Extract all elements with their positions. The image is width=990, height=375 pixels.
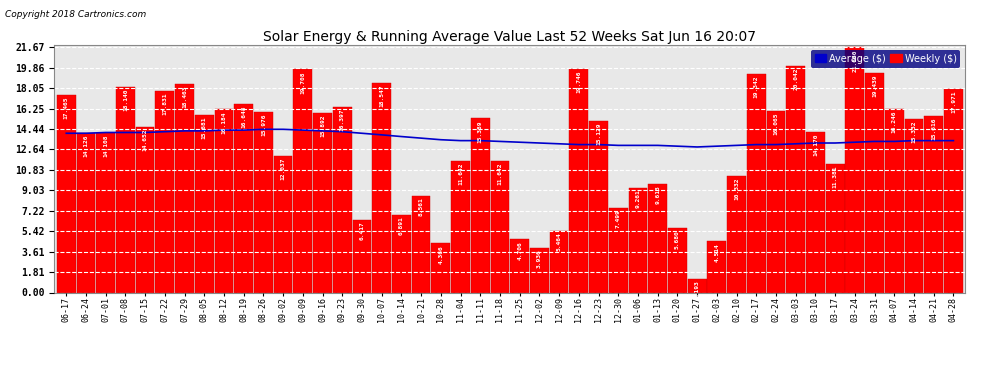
Text: 15.332: 15.332 xyxy=(912,121,917,143)
Bar xyxy=(274,156,292,292)
Text: Copyright 2018 Cartronics.com: Copyright 2018 Cartronics.com xyxy=(5,10,147,19)
Bar xyxy=(786,66,805,292)
Bar xyxy=(215,110,234,292)
Text: 20.042: 20.042 xyxy=(793,68,798,90)
Text: 10.332: 10.332 xyxy=(734,177,740,200)
Bar xyxy=(826,164,844,292)
Text: 4.514: 4.514 xyxy=(715,243,720,262)
Bar xyxy=(766,111,785,292)
Bar xyxy=(155,91,174,292)
Text: 17.971: 17.971 xyxy=(951,91,956,113)
Text: 11.642: 11.642 xyxy=(498,162,503,185)
Bar xyxy=(293,69,312,292)
Bar xyxy=(96,133,115,292)
Bar xyxy=(471,118,490,292)
Text: 19.746: 19.746 xyxy=(576,71,581,93)
Bar xyxy=(412,196,431,292)
Text: 3.936: 3.936 xyxy=(537,250,542,268)
Legend: Average ($), Weekly ($): Average ($), Weekly ($) xyxy=(811,50,960,68)
Bar xyxy=(925,116,943,292)
Text: 6.891: 6.891 xyxy=(399,216,404,235)
Text: 17.831: 17.831 xyxy=(162,92,167,115)
Text: 4.366: 4.366 xyxy=(439,245,444,264)
Text: 11.381: 11.381 xyxy=(833,165,838,188)
Text: 19.708: 19.708 xyxy=(300,71,305,94)
Text: 16.246: 16.246 xyxy=(892,110,897,133)
Text: 8.561: 8.561 xyxy=(419,197,424,216)
Bar xyxy=(116,87,135,292)
Bar xyxy=(569,69,588,292)
Text: 15.616: 15.616 xyxy=(932,117,937,140)
Bar xyxy=(313,112,332,292)
Text: 14.126: 14.126 xyxy=(83,134,88,157)
Text: 19.439: 19.439 xyxy=(872,74,877,97)
Text: 16.648: 16.648 xyxy=(242,106,247,128)
Bar xyxy=(944,89,963,292)
Bar xyxy=(530,248,548,292)
Bar xyxy=(451,161,470,292)
Text: 15.681: 15.681 xyxy=(202,117,207,139)
Bar xyxy=(648,184,667,292)
Bar xyxy=(491,161,510,292)
Bar xyxy=(629,188,647,292)
Text: 14.652: 14.652 xyxy=(143,128,148,151)
Text: 14.108: 14.108 xyxy=(103,135,108,157)
Text: 14.170: 14.170 xyxy=(813,134,818,156)
Bar xyxy=(432,243,450,292)
Text: 16.397: 16.397 xyxy=(340,109,345,131)
Text: 9.613: 9.613 xyxy=(655,185,660,204)
Text: 19.342: 19.342 xyxy=(753,75,758,98)
Bar xyxy=(392,214,411,292)
Text: 18.547: 18.547 xyxy=(379,84,384,107)
Bar xyxy=(136,127,154,292)
Text: 15.892: 15.892 xyxy=(320,114,325,137)
Bar xyxy=(688,279,707,292)
Bar xyxy=(865,72,884,292)
Text: 4.706: 4.706 xyxy=(517,241,522,260)
Bar xyxy=(510,239,529,292)
Bar xyxy=(549,231,568,292)
Bar xyxy=(195,115,214,292)
Text: 5.680: 5.680 xyxy=(675,230,680,249)
Text: 5.464: 5.464 xyxy=(556,232,561,251)
Text: 11.642: 11.642 xyxy=(458,162,463,185)
Bar xyxy=(746,74,765,292)
Text: 15.976: 15.976 xyxy=(261,113,266,136)
Bar xyxy=(56,95,75,292)
Bar xyxy=(845,47,864,292)
Text: 21.660: 21.660 xyxy=(852,49,857,72)
Bar xyxy=(254,112,273,292)
Text: 15.129: 15.129 xyxy=(596,123,601,146)
Text: 6.417: 6.417 xyxy=(359,222,364,240)
Title: Solar Energy & Running Average Value Last 52 Weeks Sat Jun 16 20:07: Solar Energy & Running Average Value Las… xyxy=(263,30,756,44)
Text: 18.463: 18.463 xyxy=(182,85,187,108)
Bar xyxy=(372,82,391,292)
Text: 1.193: 1.193 xyxy=(695,281,700,300)
Text: 12.037: 12.037 xyxy=(280,158,286,180)
Text: 17.465: 17.465 xyxy=(63,96,68,119)
Bar xyxy=(352,220,371,292)
Text: 16.065: 16.065 xyxy=(773,112,778,135)
Text: 18.140: 18.140 xyxy=(123,89,128,111)
Text: 9.261: 9.261 xyxy=(636,189,641,208)
Text: 16.184: 16.184 xyxy=(222,111,227,134)
Bar xyxy=(668,228,687,292)
Bar xyxy=(885,109,904,292)
Bar xyxy=(235,104,253,292)
Bar xyxy=(708,242,727,292)
Bar xyxy=(609,208,628,292)
Text: 7.499: 7.499 xyxy=(616,209,621,228)
Bar xyxy=(728,176,745,292)
Bar xyxy=(905,119,924,292)
Bar xyxy=(333,107,351,292)
Text: 15.389: 15.389 xyxy=(478,120,483,142)
Bar xyxy=(175,84,194,292)
Bar xyxy=(589,121,608,292)
Bar xyxy=(806,132,825,292)
Bar xyxy=(76,133,95,292)
